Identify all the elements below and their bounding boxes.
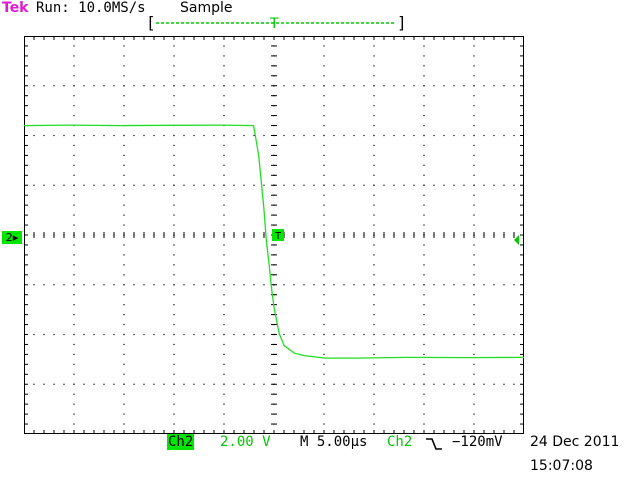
brand-label: Tek [2, 0, 29, 16]
volts-per-div: 2.00 V [220, 434, 271, 450]
trigger-point-marker [272, 229, 284, 241]
record-bracket-left: [ [146, 13, 156, 32]
timebase: M 5.00µs [300, 434, 368, 450]
record-bracket-right: ] [397, 13, 407, 32]
ch2-marker-label: 2 [5, 231, 13, 244]
acquisition-mode: Sample [180, 0, 233, 16]
trigger-point-label: T [274, 231, 282, 242]
channel-label: Ch2 [167, 434, 195, 450]
trigger-source: Ch2 [387, 434, 413, 450]
ch2-waveform [24, 124, 524, 359]
trigger-record-bar: [ ] T [146, 13, 407, 32]
ch2-ground-marker: 2▸ [2, 231, 22, 244]
scope-display: T [24, 36, 524, 434]
falling-edge-icon [426, 438, 442, 450]
trigger-level-icon [514, 235, 519, 245]
run-status: Run: 10.0MS/s [36, 0, 146, 16]
trigger-level: −120mV [452, 434, 503, 450]
date-stamp: 24 Dec 2011 [530, 434, 620, 450]
time-stamp: 15:07:08 [530, 458, 593, 474]
trigger-position-label: T [269, 16, 279, 32]
